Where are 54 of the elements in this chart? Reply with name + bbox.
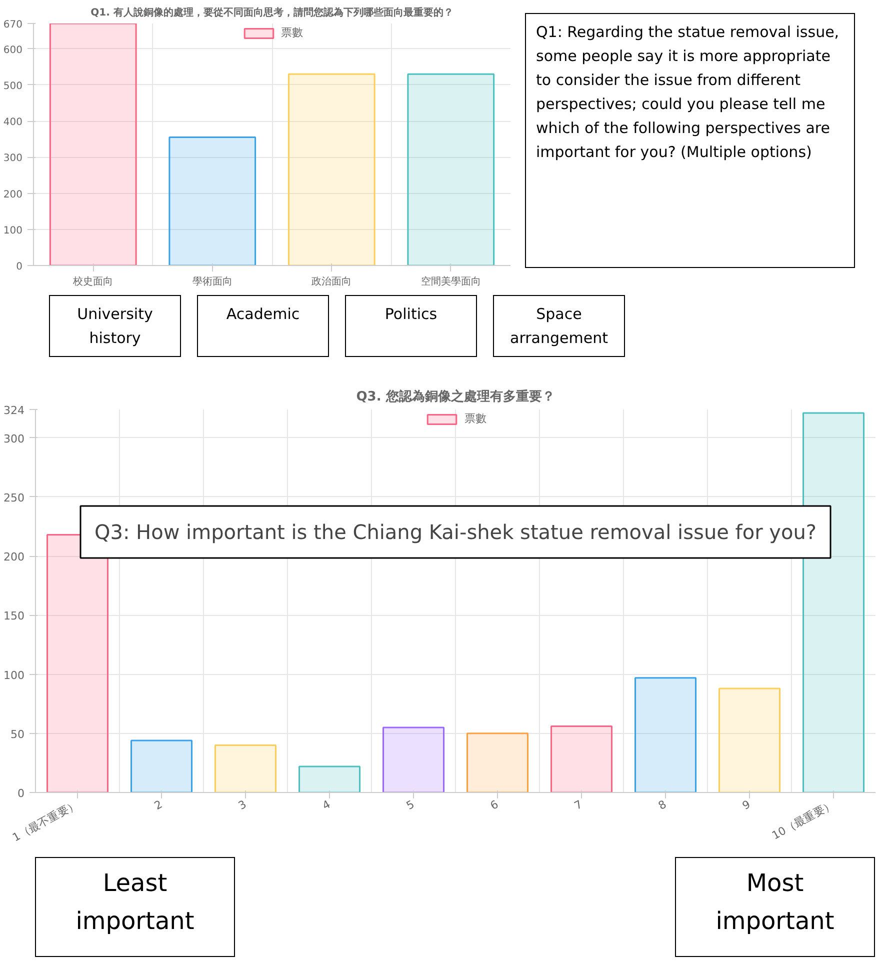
x-tick-label: 5 <box>404 798 417 813</box>
y-tick-label: 0 <box>18 787 24 800</box>
x-tick-label: 政治面向 <box>312 276 352 288</box>
bar <box>466 732 528 792</box>
legend-label: 票數 <box>464 411 486 426</box>
y-tick-label: 600 <box>3 44 23 56</box>
bar <box>168 136 256 266</box>
bar <box>298 766 360 792</box>
bar <box>550 726 612 792</box>
x-tick-label: 校史面向 <box>72 276 114 288</box>
bar <box>382 726 444 792</box>
x-tick-label: 7 <box>572 798 585 813</box>
x-tick-label: 10（最重要） <box>770 798 837 842</box>
text: Space arrangement <box>509 304 609 349</box>
x-tick-label: 3 <box>236 798 249 813</box>
y-tick-label: 670 <box>3 20 23 30</box>
bar <box>407 73 495 266</box>
bar <box>718 688 780 792</box>
y-tick-label: 300 <box>3 153 23 164</box>
y-tick-label: 300 <box>4 432 25 446</box>
x-tick-label: 8 <box>656 798 669 813</box>
text: Q1: Regarding the statue removal issue, some people say it is more appropriate to consider the issue from different perspectives; could you please tell me which of the following perspectives are important for you? (Multiple options) <box>536 22 840 163</box>
y-tick-label: 200 <box>3 189 23 200</box>
chart-title: Q1. 有人說銅像的處理，要從不同面向思考，請問您認為下列哪些面向最重要的？ <box>90 6 454 18</box>
x-tick-label: 9 <box>740 798 753 813</box>
text: Politics <box>384 304 438 325</box>
y-tick-label: 50 <box>10 728 25 741</box>
text: Least important <box>74 868 196 938</box>
bar <box>288 73 376 266</box>
text: Academic <box>226 304 300 325</box>
y-tick-label: 150 <box>4 610 25 623</box>
y-tick-label: 0 <box>16 262 23 272</box>
bar <box>130 740 192 792</box>
y-tick-label: 400 <box>3 117 23 128</box>
x-tick-label: 2 <box>152 798 165 813</box>
text: University history <box>76 304 154 349</box>
annotation: Q3: How important is the Chiang Kai-shek statue removal issue for you? <box>94 520 817 544</box>
x-tick-label: 1（最不重要） <box>10 798 81 844</box>
x-tick-label: 4 <box>320 798 333 813</box>
x-tick-label: 學術面向 <box>192 276 232 288</box>
x-tick-label: 空間美學面向 <box>420 276 481 288</box>
text: Most important <box>714 868 836 938</box>
bar <box>634 677 696 792</box>
bar <box>49 24 137 266</box>
y-tick-label: 324 <box>4 404 25 417</box>
x-tick-label: 6 <box>488 798 501 813</box>
y-tick-label: 100 <box>4 668 25 682</box>
y-tick-label: 200 <box>4 550 25 564</box>
legend-label: 票數 <box>281 25 303 40</box>
y-tick-label: 500 <box>3 80 23 92</box>
y-tick-label: 100 <box>3 225 23 236</box>
y-tick-label: 250 <box>4 491 25 504</box>
chart-title: Q3. 您認為銅像之處理有多重要？ <box>356 388 555 404</box>
bar <box>214 744 276 792</box>
